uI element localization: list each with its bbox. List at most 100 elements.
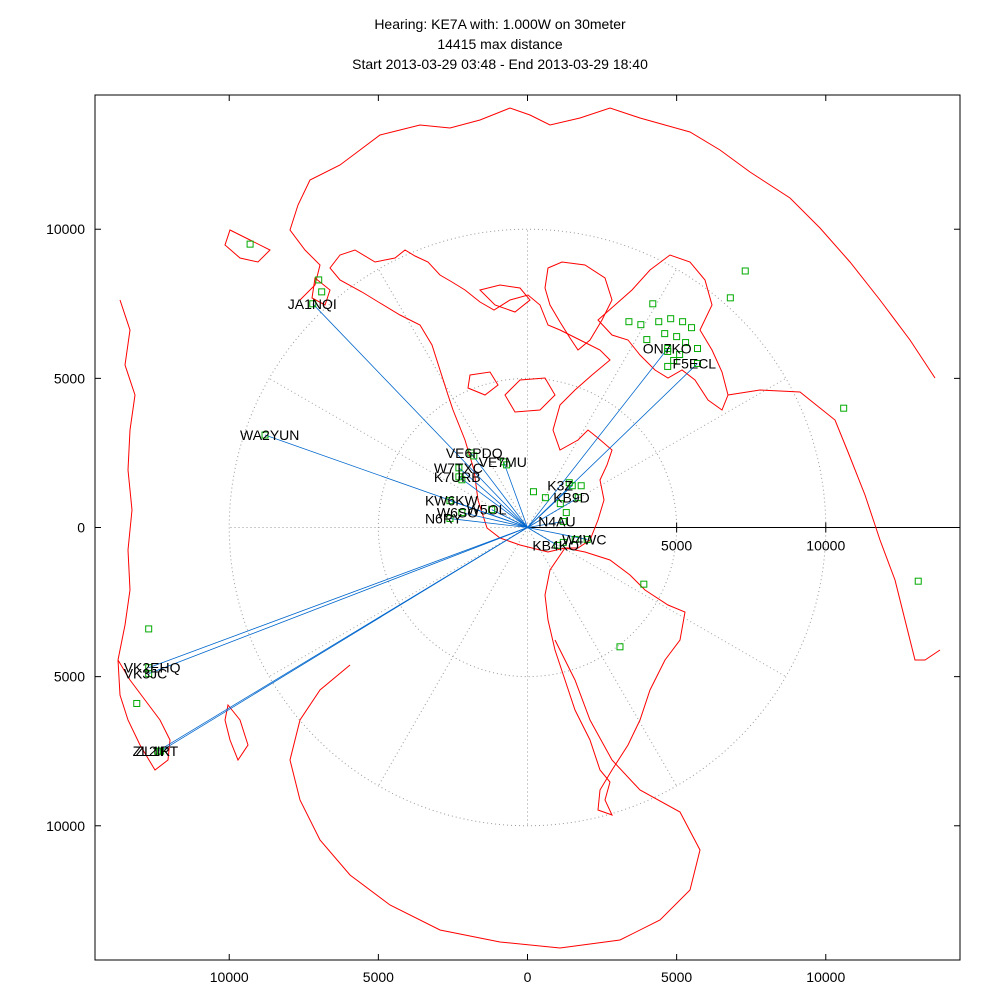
spot-marker bbox=[446, 515, 454, 523]
spot-marker bbox=[574, 494, 582, 502]
title-line-2: 14415 max distance bbox=[437, 36, 563, 52]
spot-marker bbox=[458, 509, 466, 517]
path-line bbox=[449, 500, 528, 528]
y-tick-label: 10000 bbox=[46, 818, 85, 834]
spot-marker bbox=[661, 330, 669, 338]
spot-marker bbox=[625, 318, 633, 326]
spot-marker bbox=[741, 267, 749, 275]
spot-marker bbox=[679, 318, 687, 326]
callsign-label: VE6PDQ bbox=[446, 445, 503, 461]
coast-antarctica bbox=[289, 639, 701, 949]
callsign-label: VK2EHQ bbox=[124, 660, 181, 676]
spot-marker bbox=[145, 625, 153, 633]
callsign-label: W4WC bbox=[562, 531, 606, 547]
spot-marker bbox=[315, 276, 323, 284]
spot-marker bbox=[488, 506, 496, 514]
callsign-label: F5ECL bbox=[673, 355, 717, 371]
coastline-map bbox=[117, 107, 941, 949]
azimuth-line bbox=[268, 377, 528, 528]
azimuth-line bbox=[527, 527, 787, 678]
spot-marker bbox=[559, 538, 567, 546]
spot-marker bbox=[655, 318, 663, 326]
path-line bbox=[458, 467, 528, 528]
spot-marker bbox=[670, 356, 678, 364]
azimuth-line bbox=[527, 527, 678, 787]
coast-africa bbox=[727, 389, 941, 661]
callsign-label: W5OL bbox=[467, 502, 507, 518]
spot-marker bbox=[261, 431, 269, 439]
spot-marker bbox=[470, 452, 478, 460]
spot-marker bbox=[541, 494, 549, 502]
spot-marker bbox=[664, 348, 672, 356]
callsign-label: N4AU bbox=[538, 514, 575, 530]
path-line bbox=[148, 527, 528, 675]
spot-marker bbox=[673, 333, 681, 341]
spot-marker bbox=[688, 324, 696, 332]
path-line bbox=[312, 303, 528, 528]
spot-marker bbox=[133, 699, 141, 707]
path-line bbox=[527, 497, 579, 528]
spot-marker bbox=[664, 362, 672, 370]
y-tick-label: 10000 bbox=[46, 221, 85, 237]
callsign-label: KB4KO bbox=[532, 537, 579, 553]
azimuth-line bbox=[377, 527, 528, 787]
spot-marker bbox=[455, 464, 463, 472]
axis-ticks: 10000 5000 0 5000 10000 10000 5000 0 5000 10000 50… bbox=[46, 95, 960, 985]
coast-new-zealand bbox=[224, 703, 249, 762]
path-line bbox=[449, 518, 528, 528]
x-tick-label: 10000 bbox=[210, 969, 249, 985]
coast-europe bbox=[597, 254, 729, 411]
spot-marker bbox=[309, 300, 317, 308]
callsign-label: W6SO bbox=[437, 505, 478, 521]
coast-eurasia-north bbox=[289, 107, 936, 379]
path-line bbox=[470, 452, 528, 528]
spot-marker bbox=[559, 518, 567, 526]
spot-marker bbox=[667, 315, 675, 323]
callsign-label: ZL1RT bbox=[136, 743, 179, 759]
spot-marker bbox=[637, 321, 645, 329]
coast-australia bbox=[117, 659, 171, 771]
path-line bbox=[148, 527, 528, 669]
chart-title: Hearing: KE7A with: 1.000W on 30meter 14… bbox=[0, 14, 1000, 74]
path-line bbox=[527, 363, 698, 528]
callsign-label: JA1NQI bbox=[288, 296, 337, 312]
coast-japan bbox=[224, 229, 331, 306]
x-tick-label: 10000 bbox=[806, 969, 845, 985]
title-line-3: Start 2013-03-29 03:48 - End 2013-03-29 … bbox=[352, 56, 648, 72]
callsign-label: K7URB bbox=[434, 469, 481, 485]
callsign-label: N6RY bbox=[425, 511, 463, 527]
spot-marker bbox=[503, 461, 511, 469]
azimuth-line bbox=[527, 377, 787, 528]
spot-marker bbox=[616, 643, 624, 651]
path-line bbox=[160, 527, 528, 752]
spot-marker bbox=[914, 577, 922, 585]
callsign-label: K3Z bbox=[547, 478, 573, 494]
propagation-paths bbox=[148, 303, 698, 752]
callsign-label: KB9D bbox=[553, 490, 590, 506]
spot-marker bbox=[726, 294, 734, 302]
x-tick-label: 5000 bbox=[661, 969, 692, 985]
coast-south-america bbox=[544, 547, 686, 816]
callsign-label: KW6KW bbox=[425, 493, 479, 509]
azimuth-line bbox=[268, 527, 528, 678]
path-line bbox=[527, 521, 564, 528]
spot-marker bbox=[694, 359, 702, 367]
spot-marker bbox=[565, 479, 573, 487]
spot-marker bbox=[458, 476, 466, 484]
callsign-label: VK3JC bbox=[124, 666, 168, 682]
spot-marker bbox=[676, 351, 684, 358]
spot-marker bbox=[556, 500, 564, 508]
path-line bbox=[527, 527, 588, 540]
callsign-label: ZL2IK bbox=[133, 743, 171, 759]
axis-tick-inner-label: 5000 bbox=[661, 538, 692, 554]
path-line bbox=[503, 461, 528, 528]
y-tick-label: 0 bbox=[77, 520, 85, 536]
x-tick-label: 5000 bbox=[363, 969, 394, 985]
spot-marker bbox=[577, 482, 585, 490]
spot-marker bbox=[583, 535, 591, 543]
callsign-label: ON7KO bbox=[643, 341, 692, 357]
path-line bbox=[461, 512, 528, 528]
spot-marker bbox=[246, 240, 254, 248]
